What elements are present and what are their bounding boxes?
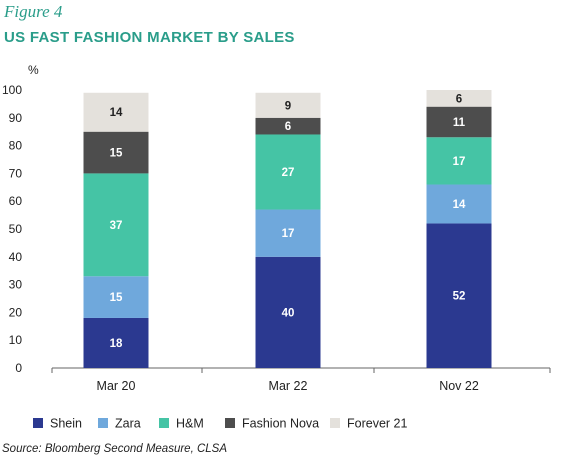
y-tick-label: 80 (9, 139, 23, 153)
bar-segment (83, 276, 149, 318)
legend-label: Forever 21 (347, 417, 407, 431)
bar-segment (426, 223, 492, 368)
y-tick-label: 70 (9, 166, 23, 180)
bar-segment (83, 173, 149, 277)
chart-title: US FAST FASHION MARKET BY SALES (4, 29, 295, 46)
y-tick-label: 10 (9, 333, 23, 347)
data-label: 40 (282, 307, 295, 319)
y-tick-label: 30 (9, 278, 23, 292)
data-label: 17 (282, 228, 295, 240)
bar-segment (255, 92, 321, 118)
bar-segment (426, 137, 492, 185)
y-tick-label: 40 (9, 250, 23, 264)
legend: Shein Zara H&M Fashion Nova Forever 21 (33, 417, 407, 431)
y-tick-label: 20 (9, 305, 23, 319)
data-label: 52 (453, 291, 466, 303)
x-tick-label: Nov 22 (439, 379, 479, 393)
y-axis-unit: % (28, 63, 39, 77)
bar-segment (255, 209, 321, 257)
x-tick-label: Mar 22 (269, 379, 308, 393)
y-tick-label: 100 (2, 83, 22, 97)
y-tick-label: 50 (9, 222, 23, 236)
bar-segment (255, 256, 321, 368)
data-label: 11 (453, 117, 466, 129)
legend-label: Fashion Nova (242, 417, 319, 431)
data-label: 18 (110, 338, 123, 350)
legend-label: H&M (176, 417, 204, 431)
data-label: 15 (110, 148, 123, 160)
legend-label: Zara (115, 417, 141, 431)
y-tick-label: 90 (9, 111, 23, 125)
legend-label: Shein (50, 417, 82, 431)
bar-segment (83, 92, 149, 132)
data-label: 27 (282, 167, 295, 179)
bars (83, 90, 492, 368)
legend-swatch (98, 418, 108, 428)
legend-swatch (159, 418, 169, 428)
data-label: 6 (285, 121, 291, 133)
figure-label: Figure 4 (4, 2, 63, 21)
y-tick-label: 0 (15, 361, 22, 375)
legend-swatch (225, 418, 235, 428)
bar-segment (83, 131, 149, 174)
bar-segment (255, 134, 321, 210)
axes: 0 10 20 30 40 50 60 70 80 90 100 Mar 20 Mar 22 Nov 22 (2, 83, 551, 393)
legend-swatch (33, 418, 43, 428)
y-tick-label: 60 (9, 194, 23, 208)
data-label: 6 (456, 93, 462, 105)
bar-segment (83, 317, 149, 368)
data-label: 14 (110, 107, 123, 119)
data-label: 37 (110, 220, 123, 232)
bar-segment (426, 90, 492, 107)
bar-segment (426, 184, 492, 224)
data-label: 14 (453, 199, 466, 211)
data-label: 9 (285, 100, 291, 112)
x-tick-label: Mar 20 (97, 379, 136, 393)
bar-segment (255, 117, 321, 135)
bar-segment (426, 106, 492, 138)
data-label: 17 (453, 156, 466, 168)
data-labels: 18 15 37 15 14 40 17 27 6 9 52 14 17 11 6 (110, 93, 466, 350)
source-note: Source: Bloomberg Second Measure, CLSA (2, 443, 228, 455)
data-label: 15 (110, 292, 123, 304)
legend-swatch (330, 418, 340, 428)
